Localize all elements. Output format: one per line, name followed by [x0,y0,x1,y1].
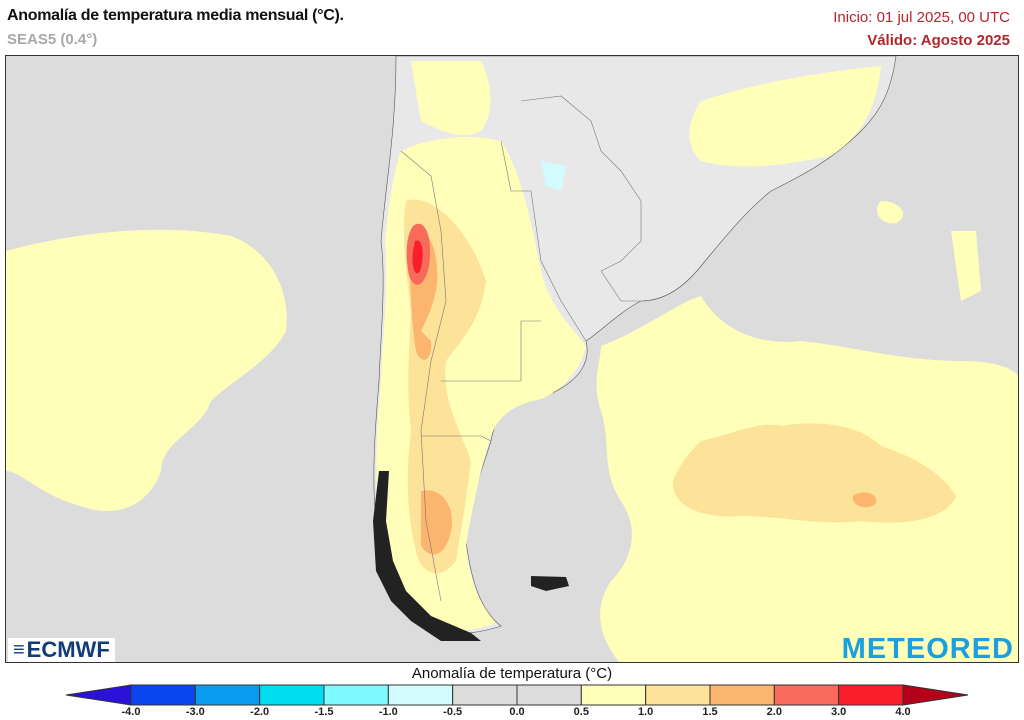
colorbar-segment [516,684,582,706]
ecmwf-logo: ≡ ECMWF [8,637,115,662]
country-borders [400,95,642,602]
colorbar-tick-label: 0.0 [509,706,525,718]
colorbar-tick-label: 1.0 [638,706,654,718]
ecmwf-emblem-icon: ≡ [13,638,25,661]
colorbar-tick-label: -1.0 [378,706,398,718]
colorbar-tick-label: 0.5 [573,706,589,718]
colorbar-segment [645,684,711,706]
colorbar-tick-label: -1.5 [314,706,334,718]
valid-period: Válido: Agosto 2025 [867,32,1010,49]
colorbar-tick-label: 3.0 [831,706,847,718]
anomaly-15-20-patagonia [421,490,452,555]
chile-fjords [373,471,481,641]
colorbar [65,684,969,706]
colorbar-tick-label: 2.0 [766,706,782,718]
lake [541,161,566,191]
init-date: Inicio: 01 jul 2025, 00 UTC [833,9,1010,26]
colorbar-tick-label: -0.5 [443,706,463,718]
colorbar-tick-label: -2.0 [250,706,270,718]
anomaly-map [5,55,1019,663]
colorbar-over-arrow [902,684,969,706]
anomaly-blob-ocean [876,201,904,224]
colorbar-segment [838,684,904,706]
colorbar-segment [194,684,261,706]
falkland-islands [531,576,569,591]
map-title: Anomalía de temperatura media mensual (°… [7,7,344,24]
colorbar-tick-label: 1.5 [702,706,718,718]
colorbar-tick-label: 4.0 [895,706,911,718]
anomaly-15-20-ocean [852,492,877,508]
colorbar-segment [709,684,775,706]
anomaly-area-se [951,231,981,301]
colorbar-tick-label: -4.0 [121,706,141,718]
anomaly-10-15-ocean [672,423,956,523]
colorbar-segment [323,684,389,706]
anomaly-area-pacific [6,229,287,512]
model-label: SEAS5 (0.4°) [7,31,98,48]
anomaly-30-40 [412,240,423,274]
anomaly-area-brazil [689,66,881,167]
colorbar-tick-label: -3.0 [185,706,205,718]
colorbar-segment [387,684,454,706]
anomaly-area-north [411,61,491,136]
colorbar-segment [580,684,647,706]
colorbar-segment [773,684,840,706]
colorbar-title: Anomalía de temperatura (°C) [411,665,613,682]
colorbar-under-arrow [65,684,132,706]
colorbar-segment [130,684,196,706]
colorbar-segment [452,684,518,706]
meteored-logo: METEORED [841,633,1014,665]
colorbar-segment [259,684,325,706]
